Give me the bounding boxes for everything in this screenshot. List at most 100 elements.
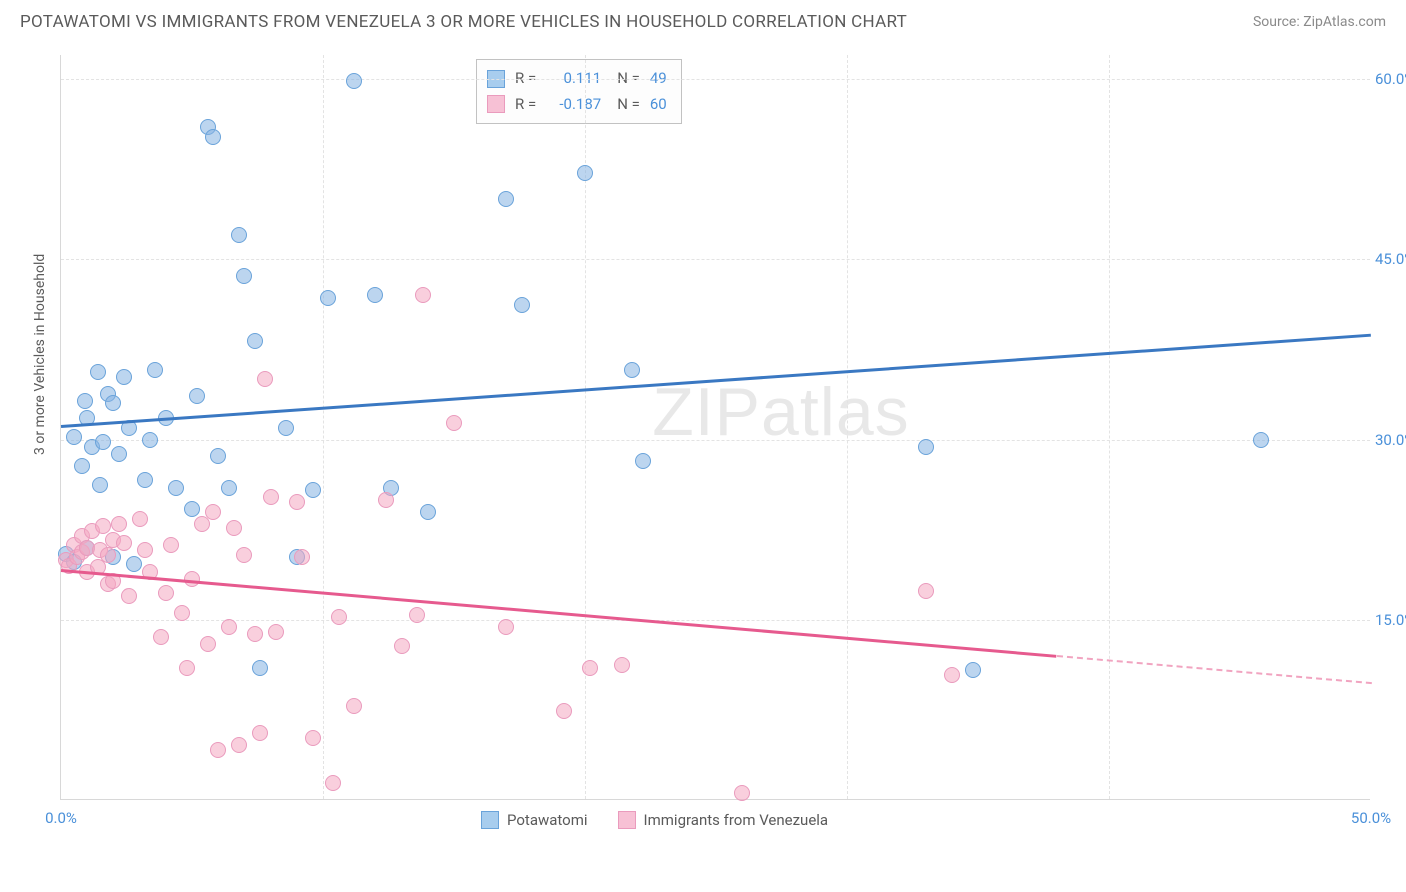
data-point: [446, 415, 462, 431]
y-axis-label: 3 or more Vehicles in Household: [32, 254, 48, 455]
gridline-h: [61, 620, 1370, 621]
x-tick-label: 50.0%: [1351, 809, 1391, 827]
y-tick-label: 60.0%: [1375, 70, 1406, 88]
chart-header: POTAWATOMI VS IMMIGRANTS FROM VENEZUELA …: [0, 0, 1406, 40]
data-point: [409, 607, 425, 623]
data-point: [263, 489, 279, 505]
data-point: [231, 227, 247, 243]
y-tick-label: 45.0%: [1375, 250, 1406, 268]
data-point: [221, 619, 237, 635]
data-point: [137, 542, 153, 558]
data-point: [582, 660, 598, 676]
legend-item: Immigrants from Venezuela: [618, 811, 829, 829]
data-point: [278, 420, 294, 436]
data-point: [116, 535, 132, 551]
data-point: [121, 588, 137, 604]
data-point: [132, 511, 148, 527]
data-point: [126, 556, 142, 572]
chart-container: 3 or more Vehicles in Household ZIPatlas…: [50, 55, 1390, 835]
legend-swatch: [481, 811, 499, 829]
data-point: [289, 494, 305, 510]
data-point: [378, 492, 394, 508]
data-point: [189, 388, 205, 404]
legend-item: Potawatomi: [481, 811, 588, 829]
data-point: [205, 129, 221, 145]
legend-label: Immigrants from Venezuela: [644, 811, 829, 829]
r-value: -0.187: [546, 92, 601, 118]
data-point: [305, 730, 321, 746]
data-point: [498, 191, 514, 207]
data-point: [236, 547, 252, 563]
data-point: [420, 504, 436, 520]
data-point: [179, 660, 195, 676]
data-point: [95, 434, 111, 450]
chart-title: POTAWATOMI VS IMMIGRANTS FROM VENEZUELA …: [20, 12, 907, 32]
data-point: [635, 453, 651, 469]
data-point: [268, 624, 284, 640]
data-point: [320, 290, 336, 306]
y-tick-label: 15.0%: [1375, 611, 1406, 629]
data-point: [331, 609, 347, 625]
data-point: [231, 737, 247, 753]
source-label: Source: ZipAtlas.com: [1253, 14, 1386, 30]
data-point: [918, 583, 934, 599]
data-point: [153, 629, 169, 645]
gridline-h: [61, 259, 1370, 260]
data-point: [346, 698, 362, 714]
data-point: [252, 725, 268, 741]
y-tick-label: 30.0%: [1375, 431, 1406, 449]
data-point: [1253, 432, 1269, 448]
data-point: [498, 619, 514, 635]
data-point: [918, 439, 934, 455]
data-point: [210, 448, 226, 464]
data-point: [614, 657, 630, 673]
legend-row: R = -0.187 N = 60: [487, 92, 667, 118]
data-point: [210, 742, 226, 758]
data-point: [556, 703, 572, 719]
n-value: 60: [650, 92, 667, 118]
data-point: [158, 585, 174, 601]
data-point: [325, 775, 341, 791]
data-point: [294, 549, 310, 565]
legend-label: Potawatomi: [507, 811, 588, 829]
data-point: [77, 393, 93, 409]
data-point: [111, 516, 127, 532]
data-point: [168, 480, 184, 496]
trend-line: [1057, 655, 1372, 684]
data-point: [734, 785, 750, 801]
data-point: [205, 504, 221, 520]
data-point: [236, 268, 252, 284]
data-point: [95, 518, 111, 534]
correlation-legend: R =0.111N =49R =-0.187N =60: [476, 59, 682, 124]
data-point: [147, 362, 163, 378]
scatter-plot: ZIPatlas R =0.111N =49R =-0.187N =60 Pot…: [60, 55, 1370, 800]
data-point: [394, 638, 410, 654]
data-point: [514, 297, 530, 313]
data-point: [226, 520, 242, 536]
data-point: [111, 446, 127, 462]
data-point: [252, 660, 268, 676]
series-legend: Potawatomi Immigrants from Venezuela: [481, 811, 828, 829]
gridline-v: [847, 55, 848, 799]
data-point: [105, 395, 121, 411]
data-point: [305, 482, 321, 498]
data-point: [74, 458, 90, 474]
data-point: [257, 371, 273, 387]
data-point: [66, 429, 82, 445]
gridline-h: [61, 79, 1370, 80]
data-point: [944, 667, 960, 683]
data-point: [221, 480, 237, 496]
r-label: R =: [515, 92, 536, 118]
gridline-v: [323, 55, 324, 799]
data-point: [965, 662, 981, 678]
data-point: [163, 537, 179, 553]
legend-swatch: [487, 95, 505, 113]
data-point: [367, 287, 383, 303]
data-point: [90, 364, 106, 380]
data-point: [624, 362, 640, 378]
data-point: [116, 369, 132, 385]
data-point: [92, 477, 108, 493]
data-point: [184, 501, 200, 517]
n-label: N =: [617, 92, 640, 118]
data-point: [247, 333, 263, 349]
